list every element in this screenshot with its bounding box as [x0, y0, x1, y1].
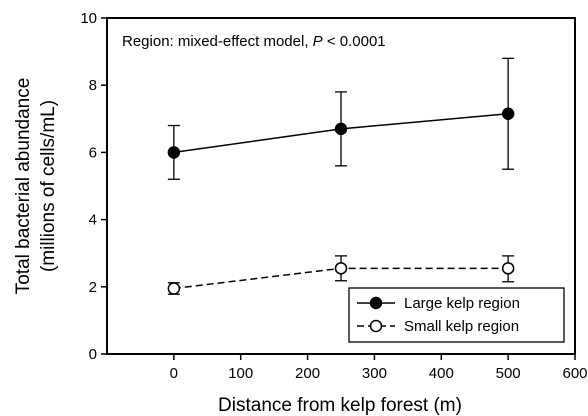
annotation-p: P	[313, 33, 323, 50]
y-tick-label: 4	[89, 212, 97, 229]
x-tick-label: 400	[429, 365, 454, 382]
y-tick-label: 0	[89, 346, 97, 363]
series-1	[167, 57, 515, 180]
data-point	[167, 146, 181, 159]
data-point	[501, 107, 515, 121]
data-point	[334, 122, 348, 136]
legend: Large kelp region Small kelp region	[348, 287, 565, 343]
y-tick-label: 8	[89, 77, 97, 94]
y-tick-label: 2	[89, 279, 97, 296]
x-tick-label: 200	[295, 365, 320, 382]
x-axis-title: Distance from kelp forest (m)	[218, 395, 462, 416]
legend-label: Large kelp region	[404, 295, 520, 312]
y-tick-label: 6	[89, 144, 97, 161]
x-tick-label: 500	[496, 365, 521, 382]
axes: 0 100 200 300 400 500 600 0 2 4 6 8 10	[80, 10, 587, 382]
y-tick-label: 10	[80, 10, 97, 27]
legend-label: Small kelp region	[404, 318, 519, 335]
x-tick-label: 0	[170, 365, 178, 382]
annotation-prefix: Region: mixed-effect model,	[122, 33, 313, 50]
y-axis-title-line2: (millions of cells/mL)	[38, 100, 59, 272]
annotation-text: Region: mixed-effect model, P < 0.0001	[122, 33, 386, 50]
legend-marker	[369, 319, 383, 333]
x-tick-label: 300	[362, 365, 387, 382]
legend-marker	[369, 296, 383, 310]
x-tick-label: 100	[228, 365, 253, 382]
series-layer	[167, 57, 515, 295]
x-tick-label: 600	[562, 365, 587, 382]
legend-box	[348, 287, 565, 343]
annotation-suffix: < 0.0001	[323, 33, 386, 50]
y-axis-title-line1: Total bacterial abundance	[13, 78, 34, 295]
plot-frame	[106, 17, 576, 355]
data-point	[501, 262, 515, 275]
data-point	[167, 282, 181, 295]
data-point	[334, 262, 348, 275]
series-2	[167, 255, 515, 295]
